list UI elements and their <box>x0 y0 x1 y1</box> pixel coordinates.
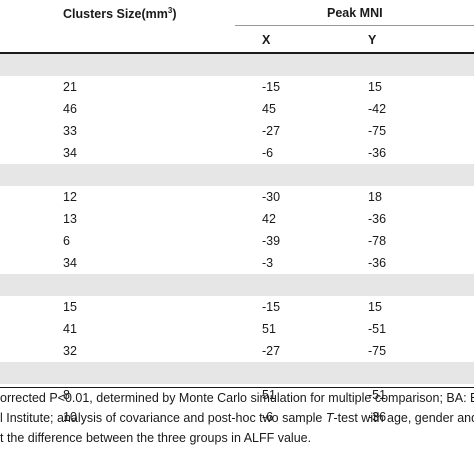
mni-y-cell: -36 <box>368 212 387 226</box>
mni-x-cell: -6 <box>262 146 274 160</box>
table-row: 13 42 -36 <box>0 208 474 230</box>
table-row: 32 -27 -75 <box>0 340 474 362</box>
x-header: X <box>262 33 271 47</box>
mni-y-cell: -78 <box>368 234 387 248</box>
mni-y-cell: -42 <box>368 102 387 116</box>
table-row: 15 -15 15 <box>0 296 474 318</box>
mni-y-cell: 15 <box>368 300 382 314</box>
cluster-size-cell: 13 <box>63 212 77 226</box>
cluster-size-cell: 41 <box>63 322 77 336</box>
mni-y-cell: -36 <box>368 146 387 160</box>
mni-y-cell: -51 <box>368 388 387 402</box>
mni-y-cell: -36 <box>368 256 387 270</box>
group-band-row <box>0 362 474 384</box>
cluster-size-cell: 34 <box>63 256 77 270</box>
header-row-2: X Y <box>0 26 474 52</box>
footnote-line-1: orrected P<0.01, determined by Monte Car… <box>0 391 474 411</box>
mni-x-cell: 51 <box>262 322 276 336</box>
mni-x-cell: -15 <box>262 80 281 94</box>
mni-x-cell: -15 <box>262 300 281 314</box>
mni-x-cell: -39 <box>262 234 281 248</box>
mni-y-cell: -51 <box>368 322 387 336</box>
header-row-1: Clusters Size(mm3) Peak MNI <box>0 0 474 26</box>
mni-x-cell: 51 <box>262 388 276 402</box>
mni-x-cell: -3 <box>262 256 274 270</box>
cluster-size-cell: 21 <box>63 80 77 94</box>
mni-x-cell: -30 <box>262 190 281 204</box>
mni-x-cell: 45 <box>262 102 276 116</box>
cluster-size-cell: 33 <box>63 124 77 138</box>
footnote-text-2b: -test with age, gender and c <box>333 411 474 425</box>
table-row: 8 51 -51 <box>0 384 474 406</box>
mni-y-cell: 18 <box>368 190 382 204</box>
table-row: 12 -30 18 <box>0 186 474 208</box>
mni-x-cell: -6 <box>262 410 274 424</box>
footnote-line-3: t the difference between the three group… <box>0 431 474 451</box>
table-row: 46 45 -42 <box>0 98 474 120</box>
cluster-size-cell: 32 <box>63 344 77 358</box>
table-row: 34 -6 -36 <box>0 142 474 164</box>
footnote-text-1: orrected P<0.01, determined by Monte Car… <box>0 391 474 405</box>
group-band-row <box>0 54 474 76</box>
peak-mni-underline <box>235 25 474 26</box>
cluster-size-cell: 34 <box>63 146 77 160</box>
mni-y-cell: -75 <box>368 344 387 358</box>
table-top-rule <box>0 52 474 54</box>
clusters-size-header: Clusters Size(mm3) <box>63 6 177 21</box>
table-row: 33 -27 -75 <box>0 120 474 142</box>
cluster-size-cell: 46 <box>63 102 77 116</box>
mni-y-cell: -36 <box>368 410 387 424</box>
cluster-size-cell: 10 <box>63 410 77 424</box>
y-header: Y <box>368 33 377 47</box>
peak-mni-header: Peak MNI <box>327 6 383 20</box>
footnote-text-3: t the difference between the three group… <box>0 431 312 445</box>
mni-x-cell: -27 <box>262 124 281 138</box>
mni-y-cell: -75 <box>368 124 387 138</box>
cluster-size-cell: 12 <box>63 190 77 204</box>
group-band-row <box>0 164 474 186</box>
table-row: 10 -6 -36 <box>0 406 474 428</box>
cluster-size-cell: 15 <box>63 300 77 314</box>
table-row: 6 -39 -78 <box>0 230 474 252</box>
footnote-text-2a: l Institute; analysis of covariance and … <box>0 411 326 425</box>
table-bottom-rule <box>0 387 474 388</box>
mni-y-cell: 15 <box>368 80 382 94</box>
mni-x-cell: -27 <box>262 344 281 358</box>
table-row: 41 51 -51 <box>0 318 474 340</box>
table-row: 21 -15 15 <box>0 76 474 98</box>
cluster-size-cell: 8 <box>63 388 70 402</box>
mni-x-cell: 42 <box>262 212 276 226</box>
cluster-size-cell: 6 <box>63 234 70 248</box>
table-row: 34 -3 -36 <box>0 252 474 274</box>
footnote-line-2: l Institute; analysis of covariance and … <box>0 411 474 431</box>
footnote-text-2t: T <box>325 411 334 425</box>
group-band-row <box>0 274 474 296</box>
